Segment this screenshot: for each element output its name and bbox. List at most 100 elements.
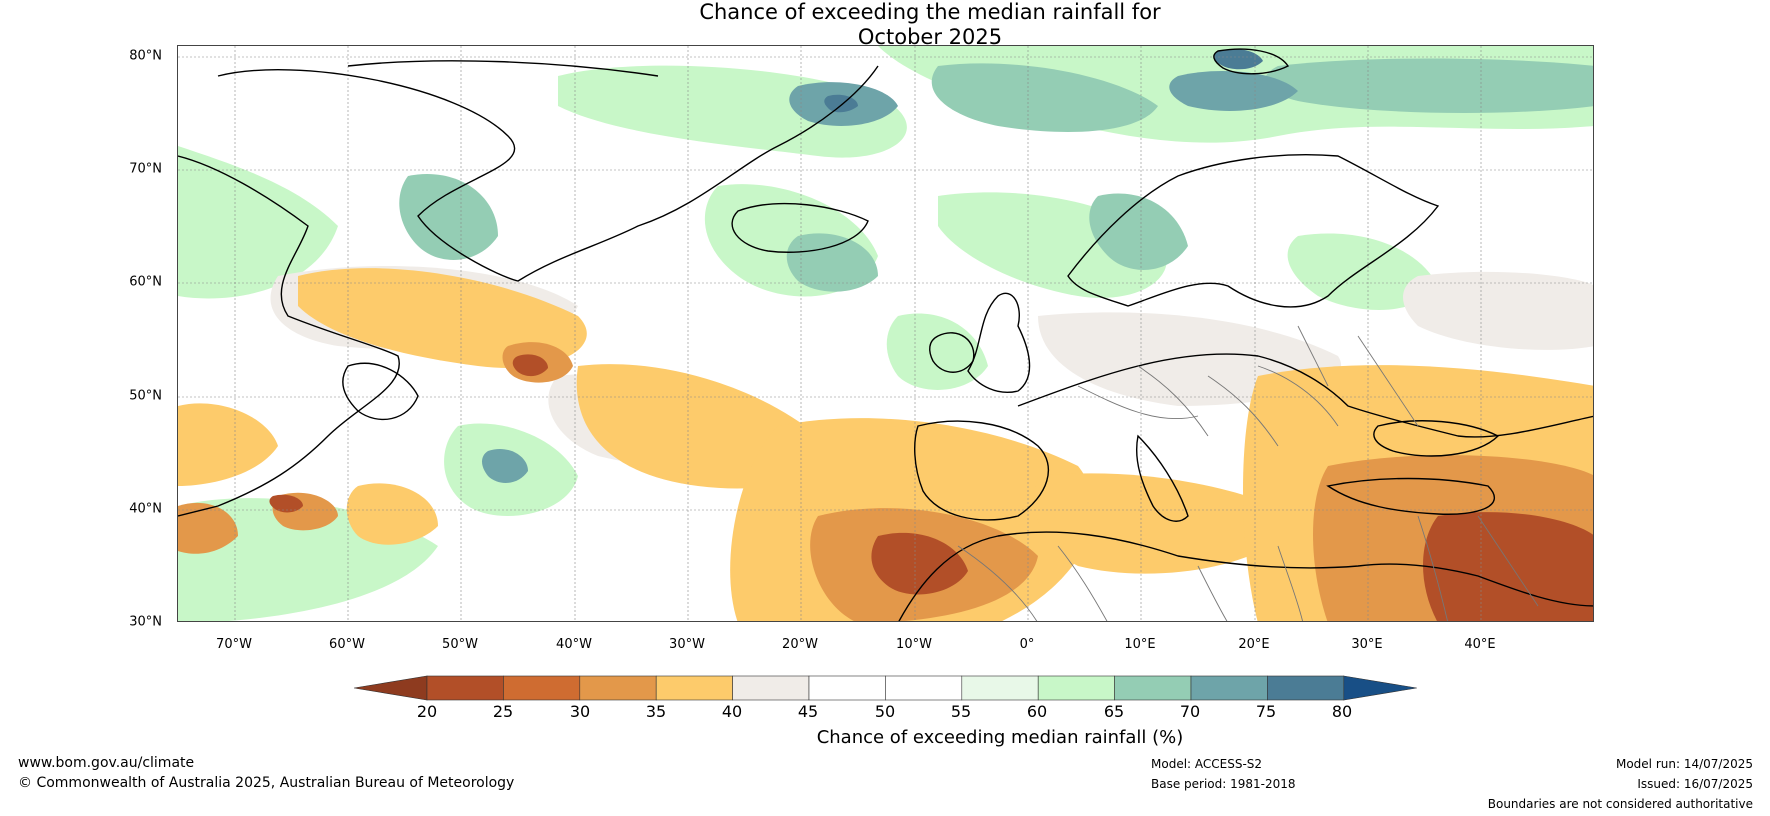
- border-line-4: [1257, 365, 1339, 427]
- colorbar-tick-80: 80: [1331, 702, 1353, 721]
- colorbar-tick-25: 25: [492, 702, 514, 721]
- newfoundland-coast: [342, 362, 419, 421]
- black-sea-coast: [1373, 420, 1500, 457]
- russia-grey: [1403, 271, 1593, 350]
- newfoundland-orange: [178, 403, 278, 486]
- greenland-coast: [217, 65, 879, 282]
- lat-label-30n: 30°N: [129, 614, 162, 630]
- colorbar-segment: [885, 675, 963, 701]
- scandinavia-coast: [1067, 154, 1440, 308]
- colorbar-segment: [1114, 675, 1192, 701]
- turkey-coast: [1326, 477, 1496, 515]
- middle-east-brown: [1423, 512, 1593, 621]
- colorbar-tick-55: 55: [950, 702, 972, 721]
- lon-label-70w: 70°W: [216, 637, 252, 652]
- border-line-11: [957, 545, 1038, 621]
- rainfall-map: [178, 46, 1593, 621]
- colorbar-segment: [579, 675, 657, 701]
- italy-coast: [1136, 434, 1189, 522]
- lat-label-60n: 60°N: [129, 274, 162, 290]
- colorbar-tick-75: 75: [1255, 702, 1277, 721]
- baltic-green: [1287, 233, 1438, 310]
- footer-disclaimer: Boundaries are not considered authoritat…: [1487, 797, 1753, 811]
- atlantic-orange-patch: [346, 483, 438, 545]
- border-line-5: [1297, 325, 1329, 387]
- colorbar-extend-high: [1343, 675, 1417, 701]
- colorbar-tick-70: 70: [1179, 702, 1201, 721]
- uk-coast: [967, 292, 1031, 393]
- colorbar-tick-35: 35: [645, 702, 667, 721]
- colorbar-tick-30: 30: [569, 702, 591, 721]
- lat-label-50n: 50°N: [129, 388, 162, 404]
- driest-areas: [269, 354, 1593, 621]
- footer-model: Model: ACCESS-S2: [1151, 757, 1263, 771]
- colorbar-tick-20: 20: [416, 702, 438, 721]
- footer-base-period: Base period: 1981-2018: [1151, 777, 1296, 791]
- colorbar: [354, 675, 1417, 701]
- lon-label-20e: 20°E: [1238, 637, 1270, 652]
- barents-blue: [1169, 71, 1298, 111]
- chart-title: Chance of exceeding the median rainfall …: [0, 0, 1770, 50]
- denmark-strait-teal: [399, 174, 498, 260]
- barents-teal: [1264, 58, 1593, 113]
- footer-model-run: Model run: 14/07/2025: [1615, 757, 1753, 771]
- greenland-sea-teal: [931, 63, 1158, 132]
- lat-label-80n: 80°N: [129, 48, 162, 64]
- norway-teal: [1089, 193, 1188, 270]
- map-panel: [177, 45, 1594, 622]
- border-line-1: [1077, 385, 1199, 420]
- graticule: [178, 46, 1593, 621]
- atlantic-brown-patch: [512, 354, 548, 377]
- europe-coast: [1017, 353, 1593, 438]
- lon-label-0: 0°: [1019, 637, 1035, 652]
- footer-copyright: © Commonwealth of Australia 2025, Austra…: [18, 775, 515, 791]
- mediterranean-orange: [1034, 473, 1298, 574]
- ireland-coast: [929, 332, 975, 373]
- country-borders: [957, 325, 1539, 621]
- colorbar-segment: [1267, 675, 1345, 701]
- border-line-6: [1357, 335, 1419, 427]
- title-line-1: Chance of exceeding the median rainfall …: [699, 0, 1161, 24]
- svalbard-darkblue: [1213, 49, 1263, 70]
- lon-label-30e: 30°E: [1351, 637, 1383, 652]
- greenland-north-coast: [347, 60, 659, 77]
- lon-label-40e: 40°E: [1464, 637, 1496, 652]
- lon-label-10w: 10°W: [896, 637, 932, 652]
- svalbard-coast: [1213, 48, 1290, 75]
- colorbar-tick-45: 45: [797, 702, 819, 721]
- footer-issued: Issued: 16/07/2025: [1637, 777, 1753, 791]
- coastlines: [178, 48, 1593, 621]
- canada-coast: [178, 155, 400, 517]
- border-line-7: [1197, 565, 1228, 621]
- colorbar-extend-low: [354, 675, 428, 701]
- lon-label-30w: 30°W: [669, 637, 705, 652]
- colorbar-tick-65: 65: [1103, 702, 1125, 721]
- colorbar-segments: [354, 675, 1417, 701]
- africa-coast: [898, 531, 1593, 621]
- border-line-2: [1137, 365, 1209, 437]
- border-line-8: [1277, 545, 1303, 621]
- colorbar-tick-60: 60: [1026, 702, 1048, 721]
- colorbar-segment: [426, 675, 504, 701]
- lat-label-40n: 40°N: [129, 501, 162, 517]
- us-brown-patch: [269, 494, 303, 513]
- colorbar-segment: [732, 675, 810, 701]
- colorbar-tick-40: 40: [721, 702, 743, 721]
- lat-label-70n: 70°N: [129, 161, 162, 177]
- lon-label-10e: 10°E: [1124, 637, 1156, 652]
- morocco-brown: [871, 532, 968, 595]
- lon-label-20w: 20°W: [782, 637, 818, 652]
- colorbar-tick-50: 50: [874, 702, 896, 721]
- very-wet-areas: [399, 58, 1593, 292]
- us-coast-dark-orange: [178, 502, 238, 554]
- colorbar-segment: [1190, 675, 1268, 701]
- colorbar-segment: [808, 675, 886, 701]
- border-line-9: [1477, 515, 1539, 607]
- border-line-3: [1207, 375, 1279, 447]
- greenland-west-green: [178, 146, 338, 299]
- border-line-12: [1057, 545, 1108, 621]
- colorbar-label: Chance of exceeding median rainfall (%): [816, 727, 1184, 748]
- colorbar-segment: [503, 675, 581, 701]
- iceland-coast: [731, 202, 869, 253]
- colorbar-segment: [655, 675, 733, 701]
